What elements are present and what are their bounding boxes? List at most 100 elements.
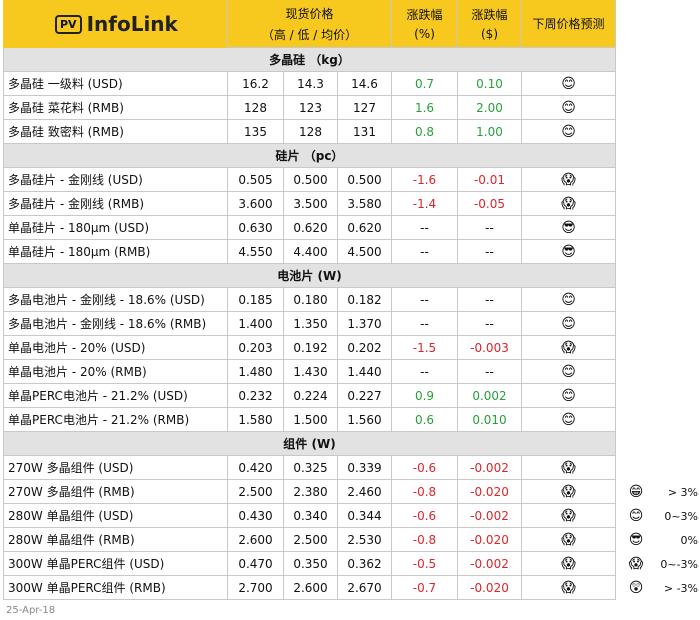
cell: -- xyxy=(458,216,522,240)
cell: -- xyxy=(458,312,522,336)
cell: 0.202 xyxy=(338,336,392,360)
cell: 2.670 xyxy=(338,576,392,600)
footer-date: 25-Apr-18 xyxy=(6,604,56,616)
cell: -- xyxy=(392,216,458,240)
cell: 0.010 xyxy=(458,408,522,432)
cell: -0.6 xyxy=(392,504,458,528)
forecast-icon: 😱 xyxy=(522,336,616,360)
row-label: 多晶电池片 - 金刚线 - 18.6% (USD) xyxy=(3,288,228,312)
cell: 1.480 xyxy=(228,360,284,384)
cell: 2.700 xyxy=(228,576,284,600)
forecast-icon: 😱 xyxy=(522,480,616,504)
forecast-icon: 😱 xyxy=(522,552,616,576)
forecast-icon: 😊 xyxy=(522,120,616,144)
row-label: 单晶PERC电池片 - 21.2% (USD) xyxy=(3,384,228,408)
cell: 1.350 xyxy=(284,312,338,336)
row-label: 280W 单晶组件 (USD) xyxy=(3,504,228,528)
row-label: 多晶硅 一级料 (USD) xyxy=(3,72,228,96)
cell: 3.600 xyxy=(228,192,284,216)
column-header-line: （高 / 低 / 均价） xyxy=(261,27,358,42)
cell: -1.5 xyxy=(392,336,458,360)
cell: -- xyxy=(392,240,458,264)
legend-label: 0~3% xyxy=(664,509,698,523)
row-label: 300W 单晶PERC组件 (RMB) xyxy=(3,576,228,600)
cell: 1.00 xyxy=(458,120,522,144)
row-label: 270W 多晶组件 (RMB) xyxy=(3,480,228,504)
cell: -0.05 xyxy=(458,192,522,216)
legend-label: > 3% xyxy=(667,485,698,499)
cell: 0.470 xyxy=(228,552,284,576)
cell: 0.630 xyxy=(228,216,284,240)
section-title: 组件 (W) xyxy=(3,432,616,456)
cell: 1.440 xyxy=(338,360,392,384)
cell: -1.6 xyxy=(392,168,458,192)
section-title: 电池片 (W) xyxy=(3,264,616,288)
row-label: 多晶硅片 - 金刚线 (USD) xyxy=(3,168,228,192)
cell: 123 xyxy=(284,96,338,120)
cell: 0.185 xyxy=(228,288,284,312)
forecast-icon: 😊 xyxy=(522,408,616,432)
legend-icon: 😲 xyxy=(628,580,644,596)
cell: 0.505 xyxy=(228,168,284,192)
cell: 0.227 xyxy=(338,384,392,408)
cell: 2.500 xyxy=(284,528,338,552)
column-header-line: (%) xyxy=(414,27,435,41)
legend-icon: 😊 xyxy=(628,508,644,524)
cell: 0.7 xyxy=(392,72,458,96)
cell: 1.400 xyxy=(228,312,284,336)
cell: 0.339 xyxy=(338,456,392,480)
cell: 0.420 xyxy=(228,456,284,480)
row-label: 单晶电池片 - 20% (USD) xyxy=(3,336,228,360)
row-label: 单晶PERC电池片 - 21.2% (RMB) xyxy=(3,408,228,432)
forecast-icon: 😱 xyxy=(522,168,616,192)
legend-label: 0% xyxy=(680,533,698,547)
cell: -0.01 xyxy=(458,168,522,192)
column-header-line: 涨跌幅 xyxy=(406,8,443,22)
cell: -- xyxy=(392,312,458,336)
cell: 0.430 xyxy=(228,504,284,528)
cell: 1.500 xyxy=(284,408,338,432)
legend-label: 0~-3% xyxy=(660,557,698,571)
cell: 2.460 xyxy=(338,480,392,504)
row-label: 单晶硅片 - 180µm (USD) xyxy=(3,216,228,240)
cell: -0.020 xyxy=(458,528,522,552)
logo-text: InfoLink xyxy=(86,12,178,36)
cell: -- xyxy=(458,360,522,384)
forecast-icon: 😊 xyxy=(522,288,616,312)
forecast-icon: 😊 xyxy=(522,360,616,384)
cell: 135 xyxy=(228,120,284,144)
forecast-icon: 😱 xyxy=(522,576,616,600)
column-header-line: ($) xyxy=(481,27,498,41)
forecast-icon: 😊 xyxy=(522,384,616,408)
forecast-icon: 😎 xyxy=(522,216,616,240)
cell: -0.003 xyxy=(458,336,522,360)
row-label: 单晶硅片 - 180µm (RMB) xyxy=(3,240,228,264)
column-header: 涨跌幅 (%) xyxy=(392,0,458,48)
section-title: 多晶硅 （kg） xyxy=(3,48,616,72)
cell: 127 xyxy=(338,96,392,120)
cell: 3.580 xyxy=(338,192,392,216)
cell: 0.6 xyxy=(392,408,458,432)
forecast-icon: 😊 xyxy=(522,72,616,96)
row-label: 280W 单晶组件 (RMB) xyxy=(3,528,228,552)
legend-icon: 😎 xyxy=(628,532,644,548)
cell: 0.10 xyxy=(458,72,522,96)
cell: -- xyxy=(458,288,522,312)
cell: -1.4 xyxy=(392,192,458,216)
column-header: 涨跌幅 ($) xyxy=(458,0,522,48)
column-header-line: 涨跌幅 xyxy=(471,8,508,22)
cell: 0.620 xyxy=(284,216,338,240)
row-label: 多晶硅 菜花料 (RMB) xyxy=(3,96,228,120)
cell: 1.370 xyxy=(338,312,392,336)
cell: 1.6 xyxy=(392,96,458,120)
cell: 4.550 xyxy=(228,240,284,264)
cell: 0.620 xyxy=(338,216,392,240)
forecast-icon: 😱 xyxy=(522,504,616,528)
cell: -- xyxy=(458,240,522,264)
cell: 0.8 xyxy=(392,120,458,144)
cell: 0.340 xyxy=(284,504,338,528)
column-header-line: 下周价格预测 xyxy=(532,17,605,31)
cell: 131 xyxy=(338,120,392,144)
cell: 4.500 xyxy=(338,240,392,264)
row-label: 单晶电池片 - 20% (RMB) xyxy=(3,360,228,384)
